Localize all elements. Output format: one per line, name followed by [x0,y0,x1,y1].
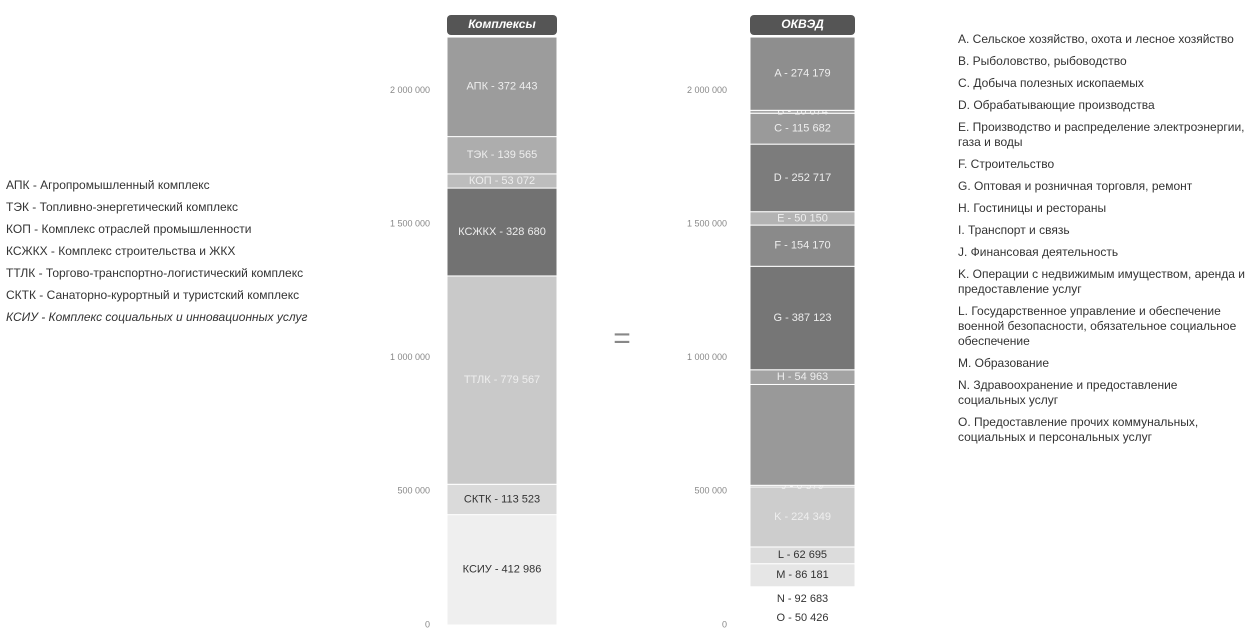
header-box [750,15,855,35]
value-label: КСЖКХ - 328 680 [458,226,546,238]
value-label: C - 115 682 [774,123,831,135]
bar-segment [749,36,856,111]
value-label: E - 50 150 [777,212,828,224]
y-tick-label: 0 [722,619,727,629]
legend-item: M. Образование [958,356,1050,370]
header-box [447,15,557,35]
bar-segment [446,36,558,138]
bar-segment [749,112,856,145]
bar-segment [446,514,558,626]
value-label: АПК - 372 443 [466,81,537,93]
legend-item: O. Предоставление прочих коммунальных, с… [958,415,1199,444]
value-label: A - 274 179 [774,68,830,80]
legend: A. Сельское хозяйство, охота и лесное хо… [958,32,1248,445]
bar-segment [749,265,856,371]
y-tick-label: 1 500 000 [687,218,727,228]
legend-item: J. Финансовая деятельность [958,245,1119,259]
legend-item: D. Обрабатывающие производства [958,98,1155,112]
value-label: H - 54 963 [777,371,828,383]
y-tick-label: 500 000 [397,486,430,496]
legend-item: АПК - Агропромышленный комплекс [6,178,210,192]
bar-segment [446,136,558,175]
bar-segment [446,187,558,277]
value-label: F - 154 170 [774,240,830,252]
legend-item: СКТК - Санаторно-курортный и туристский … [6,288,300,302]
legend-item: C. Добыча полезных ископаемых [958,76,1144,90]
legend-item: H. Гостиницы и рестораны [958,201,1107,215]
value-label: O - 50 426 [777,612,829,624]
bar-segment [749,143,856,213]
legend-item: КСЖКХ - Комплекс строительства и ЖКХ [6,244,236,258]
bar-segment [749,486,856,548]
value-label: L - 62 695 [778,549,827,561]
legend-item: I. Транспорт и связь [958,223,1070,237]
value-label: K - 224 349 [774,511,831,523]
legend-item: ТТЛК - Торгово-транспортно-логистический… [6,266,304,280]
value-label: G - 387 123 [773,312,831,324]
y-tick-label: 1 000 000 [687,352,727,362]
legend-item: КОП - Комплекс отраслей промышленности [6,222,252,236]
bar-segment [749,224,856,267]
value-label: ТТЛК - 779 567 [464,374,540,386]
legend-item: ТЭК - Топливно-энергетический комплекс [6,200,239,214]
legend-item: G. Оптовая и розничная торговля, ремонт [958,179,1193,193]
column-title: ОКВЭД [781,17,824,31]
legend-item: F. Строительство [958,157,1055,171]
y-tick-label: 2 000 000 [390,85,430,95]
value-label: N - 92 683 [777,593,828,605]
value-label: КСИУ - 412 986 [463,564,542,576]
bar-segment [446,275,558,485]
y-tick-label: 1 000 000 [390,352,430,362]
legend-item: A. Сельское хозяйство, охота и лесное хо… [958,32,1234,46]
legend-item: E. Производство и распределение электроэ… [958,120,1245,149]
legend-item: КСИУ - Комплекс социальных и инновационн… [6,310,308,324]
bar-segment [749,383,856,486]
column-title: Комплексы [468,17,536,31]
legend-item: B. Рыболовство, рыбоводство [958,54,1127,68]
value-label: КОП - 53 072 [469,175,535,187]
value-label: СКТК - 113 523 [464,493,540,505]
y-tick-label: 0 [425,619,430,629]
value-label: ТЭК - 139 565 [467,149,538,161]
legend-item: K. Операции с недвижимым имуществом, аре… [958,267,1245,296]
equals-sign: = [613,322,631,355]
value-label: D - 252 717 [774,172,831,184]
legend-item: N. Здравоохранение и предоставление соци… [958,378,1178,407]
y-tick-label: 2 000 000 [687,85,727,95]
bar-segment [446,483,558,516]
legend-item: L. Государственное управление и обеспече… [958,304,1237,348]
y-tick-label: 1 500 000 [390,218,430,228]
y-tick-label: 500 000 [694,486,727,496]
value-label: M - 86 181 [776,569,829,581]
legend: АПК - Агропромышленный комплекс ТЭК - Топ… [6,178,326,325]
